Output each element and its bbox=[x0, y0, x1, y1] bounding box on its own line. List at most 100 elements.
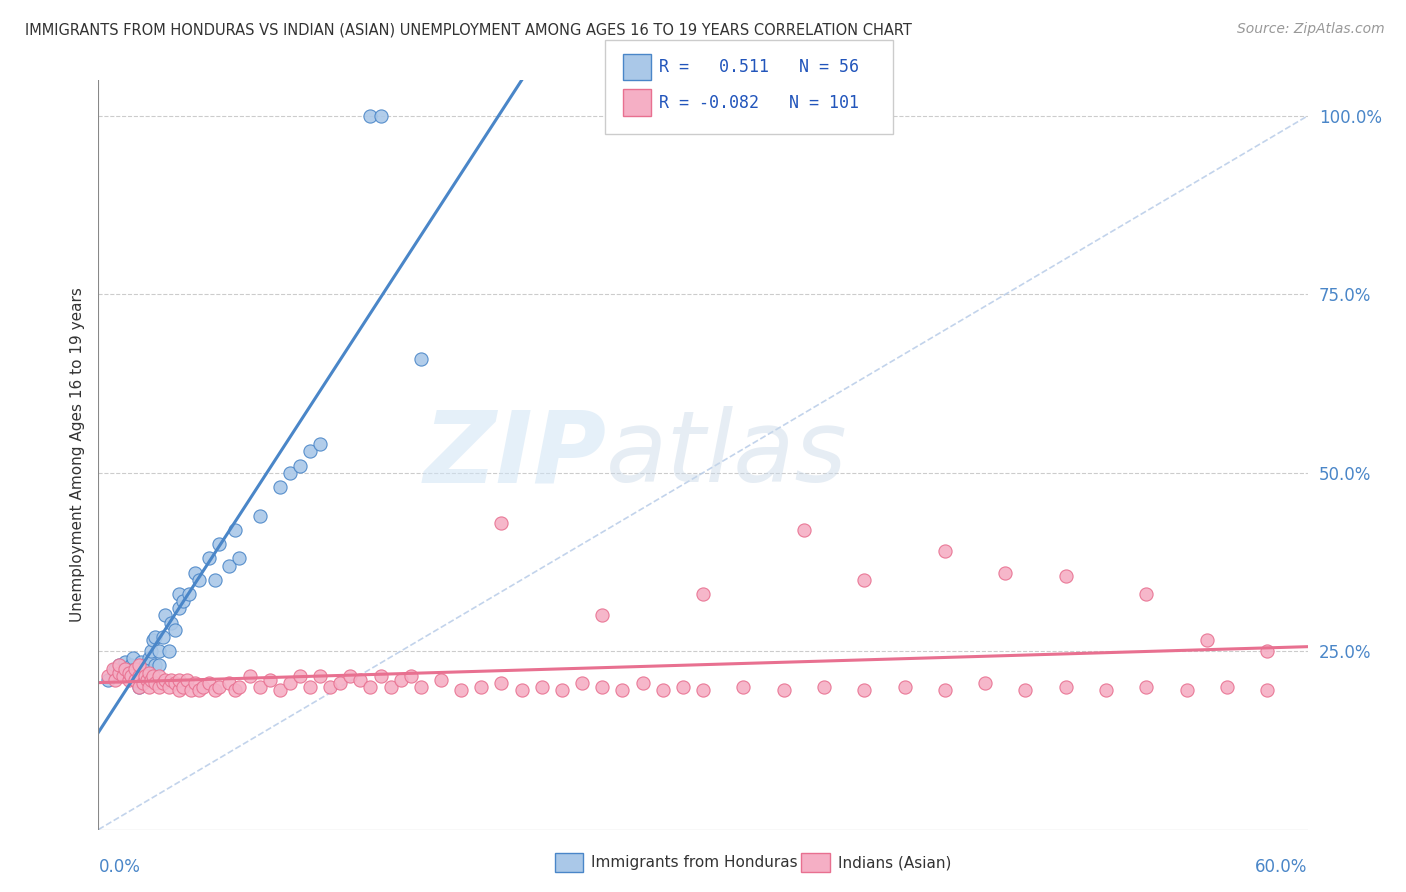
Point bbox=[134, 669, 156, 683]
Point bbox=[138, 651, 160, 665]
Point bbox=[114, 655, 136, 669]
Y-axis label: Unemployment Among Ages 16 to 19 years: Unemployment Among Ages 16 to 19 years bbox=[69, 287, 84, 623]
Point bbox=[118, 669, 141, 683]
Point bbox=[278, 466, 301, 480]
Point bbox=[148, 669, 170, 683]
Point bbox=[184, 566, 207, 580]
Point bbox=[180, 683, 202, 698]
Point bbox=[360, 680, 382, 694]
Point bbox=[142, 633, 165, 648]
Point bbox=[591, 608, 613, 623]
Point bbox=[138, 673, 160, 687]
Point bbox=[309, 669, 332, 683]
Point bbox=[125, 669, 148, 683]
Point bbox=[571, 676, 593, 690]
Point bbox=[124, 662, 146, 676]
Point bbox=[172, 680, 194, 694]
Point bbox=[198, 551, 221, 566]
Point bbox=[120, 658, 142, 673]
Point bbox=[153, 608, 176, 623]
Point bbox=[128, 658, 150, 673]
Point bbox=[772, 683, 794, 698]
Point bbox=[269, 480, 291, 494]
Point bbox=[360, 109, 382, 123]
Point bbox=[118, 665, 141, 680]
Point bbox=[103, 673, 125, 687]
Point bbox=[510, 683, 533, 698]
Point bbox=[107, 658, 129, 673]
Point bbox=[124, 662, 146, 676]
Point bbox=[530, 680, 553, 694]
Point bbox=[132, 662, 155, 676]
Point bbox=[148, 658, 170, 673]
Point bbox=[129, 655, 152, 669]
Point bbox=[813, 680, 835, 694]
Point bbox=[631, 676, 654, 690]
Point bbox=[111, 665, 134, 680]
Text: Indians (Asian): Indians (Asian) bbox=[838, 855, 952, 870]
Point bbox=[224, 523, 246, 537]
Point bbox=[139, 644, 162, 658]
Point bbox=[103, 662, 125, 676]
Point bbox=[591, 680, 613, 694]
Point bbox=[111, 669, 134, 683]
Point bbox=[1135, 680, 1157, 694]
Point bbox=[228, 551, 250, 566]
Point bbox=[249, 680, 271, 694]
Point bbox=[128, 680, 150, 694]
Point bbox=[107, 665, 129, 680]
Point bbox=[160, 615, 183, 630]
Point bbox=[138, 665, 160, 680]
Point bbox=[269, 683, 291, 698]
Point bbox=[1256, 644, 1278, 658]
Point bbox=[163, 623, 186, 637]
Point bbox=[97, 673, 120, 687]
Point bbox=[218, 676, 240, 690]
Point bbox=[288, 669, 311, 683]
Point bbox=[288, 458, 311, 473]
Point bbox=[218, 558, 240, 573]
Point bbox=[1195, 633, 1218, 648]
Point bbox=[1014, 683, 1036, 698]
Point bbox=[132, 676, 155, 690]
Point bbox=[160, 673, 183, 687]
Point bbox=[994, 566, 1017, 580]
Point bbox=[135, 669, 157, 683]
Point bbox=[198, 676, 221, 690]
Point bbox=[124, 673, 146, 687]
Point bbox=[163, 676, 186, 690]
Text: atlas: atlas bbox=[606, 407, 848, 503]
Point bbox=[309, 437, 332, 451]
Point bbox=[208, 680, 231, 694]
Point bbox=[143, 676, 166, 690]
Point bbox=[128, 662, 150, 676]
Point bbox=[128, 673, 150, 687]
Point bbox=[409, 680, 432, 694]
Point bbox=[934, 683, 956, 698]
Point bbox=[134, 669, 156, 683]
Point bbox=[1175, 683, 1198, 698]
Point bbox=[612, 683, 634, 698]
Point bbox=[853, 573, 876, 587]
Point bbox=[120, 669, 142, 683]
Point bbox=[551, 683, 574, 698]
Text: Immigrants from Honduras: Immigrants from Honduras bbox=[591, 855, 797, 870]
Point bbox=[139, 673, 162, 687]
Point bbox=[188, 573, 211, 587]
Point bbox=[399, 669, 422, 683]
Point bbox=[278, 676, 301, 690]
Point bbox=[239, 669, 262, 683]
Point bbox=[152, 676, 174, 690]
Point bbox=[450, 683, 472, 698]
Point bbox=[143, 658, 166, 673]
Point bbox=[491, 676, 513, 690]
Point bbox=[259, 673, 281, 687]
Point bbox=[430, 673, 453, 687]
Text: ZIP: ZIP bbox=[423, 407, 606, 503]
Point bbox=[118, 662, 141, 676]
Point bbox=[299, 680, 322, 694]
Point bbox=[672, 680, 695, 694]
Point bbox=[114, 662, 136, 676]
Point bbox=[491, 516, 513, 530]
Point bbox=[224, 683, 246, 698]
